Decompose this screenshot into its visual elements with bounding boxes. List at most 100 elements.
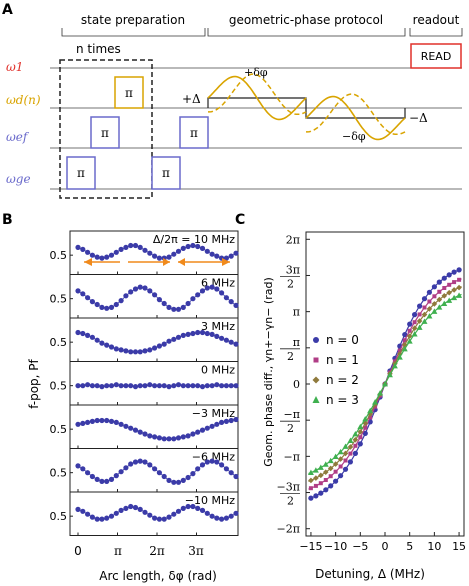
data-point [113, 510, 119, 516]
data-point [147, 433, 153, 439]
data-point [190, 471, 196, 477]
data-point [337, 448, 344, 455]
panel-b-ylabel: f-pop, Pf [27, 358, 41, 408]
channel-label-omega-ef: ωef [6, 130, 30, 144]
data-point [75, 421, 81, 427]
data-point [185, 331, 191, 337]
data-point [185, 383, 191, 389]
data-point [118, 246, 124, 252]
data-point [431, 308, 438, 314]
pi-label-ge-1: π [77, 166, 85, 180]
subplot-2: 0.5 3 MHz [50, 317, 239, 362]
data-point [209, 251, 215, 257]
data-point [147, 288, 153, 294]
data-point [426, 289, 432, 295]
data-point [99, 384, 105, 390]
data-point [142, 247, 148, 253]
read-box [410, 43, 462, 69]
plus-delta-label: +Δ [182, 92, 201, 106]
data-point [338, 473, 344, 479]
data-point [118, 469, 124, 475]
panel-c-x-ticks: −15 −10 −5 0 5 10 15 [299, 532, 466, 553]
data-point [426, 306, 433, 312]
data-point [132, 504, 139, 511]
data-point [318, 472, 324, 479]
data-point [137, 506, 143, 512]
data-point [406, 333, 413, 339]
data-point [156, 383, 162, 389]
data-point [123, 423, 129, 429]
data-point [166, 304, 172, 310]
y-tick-label: 0.5 [50, 249, 68, 262]
data-point [171, 336, 177, 342]
data-point [328, 474, 333, 479]
section-readout: readout [413, 13, 460, 27]
legend-marker [312, 396, 320, 403]
data-point [128, 349, 134, 355]
data-point [342, 443, 349, 449]
pi-pulse-ge-2 [151, 156, 181, 190]
data-point [171, 383, 177, 389]
panel-c-plot-area [307, 267, 463, 501]
minus-delta-label: −Δ [409, 111, 428, 125]
data-point [75, 383, 81, 389]
data-point [362, 415, 369, 422]
data-point [323, 478, 328, 482]
data-point [397, 348, 402, 353]
data-point [185, 300, 191, 307]
data-point [156, 297, 162, 303]
subplot-3: 0.5 0 MHz [50, 361, 239, 406]
data-point [219, 383, 225, 389]
data-point [347, 444, 354, 450]
read-label: READ [421, 50, 452, 63]
data-point [132, 286, 139, 292]
y-tick-numerator: −π [284, 408, 300, 421]
data-point [89, 473, 95, 480]
data-point [85, 511, 91, 517]
data-point [166, 254, 172, 260]
data-point [89, 334, 95, 340]
y-tick-label: −π [284, 450, 300, 463]
data-point [338, 464, 343, 469]
data-point [85, 332, 91, 338]
panel-c: C Geom. phase diff., γn+−γn− (rad) Detun… [235, 212, 466, 581]
data-point [411, 331, 418, 337]
data-point [228, 253, 234, 259]
series-3 [307, 292, 463, 475]
data-point [152, 292, 158, 298]
data-point [214, 421, 220, 427]
data-point [166, 384, 172, 390]
data-point [209, 284, 215, 290]
data-point [137, 244, 143, 250]
drive-wave-solid-2 [305, 95, 406, 141]
drive-wave-solid-1 [207, 75, 307, 121]
data-point [332, 461, 339, 467]
data-point [209, 458, 215, 464]
data-point [209, 383, 215, 389]
data-point [166, 436, 172, 442]
data-point [363, 425, 368, 430]
data-point [142, 383, 148, 389]
data-point [161, 516, 167, 522]
data-point [223, 337, 229, 343]
period-arrows [84, 258, 230, 266]
data-point [108, 513, 115, 519]
data-point [175, 479, 182, 485]
data-point [80, 383, 86, 389]
data-point [85, 382, 91, 388]
data-point [318, 481, 323, 486]
data-point [407, 328, 412, 333]
data-point [223, 466, 229, 472]
subplot-label: 0 MHz [201, 364, 235, 377]
data-point [233, 341, 239, 347]
data-point [123, 383, 129, 389]
detuning-step [207, 97, 406, 119]
protocol-bracket [207, 28, 406, 37]
pi-pulse-ef-2 [179, 116, 209, 149]
data-point [75, 463, 81, 469]
data-point [452, 280, 457, 285]
section-geometric-phase-protocol: geometric-phase protocol [229, 13, 383, 27]
data-point [128, 289, 134, 295]
legend-marker [313, 337, 319, 343]
